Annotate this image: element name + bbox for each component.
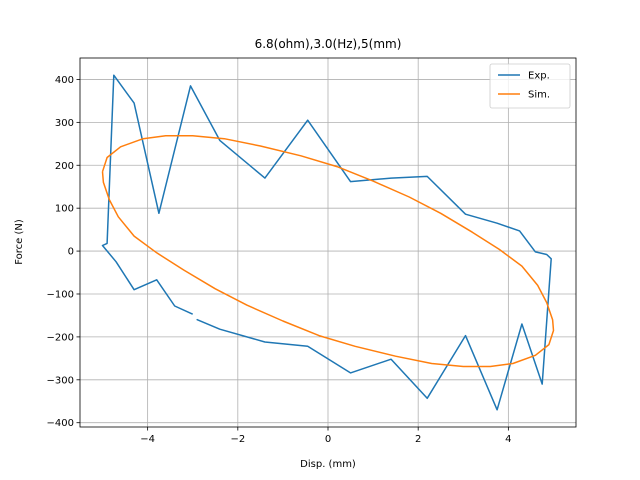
legend: Exp. Sim.	[489, 63, 571, 109]
x-tick-label: 4	[505, 434, 511, 445]
series-line-exp	[101, 74, 552, 411]
x-tick-label: −4	[140, 434, 155, 445]
y-tick-label: −300	[47, 375, 74, 386]
y-tick-label: 200	[55, 161, 74, 172]
y-tick-label: −400	[47, 418, 74, 429]
y-tick-label: 400	[55, 75, 74, 86]
x-axis-label: Disp. (mm)	[300, 459, 356, 470]
y-tick-label: −200	[47, 332, 74, 343]
y-axis-label: Force (N)	[14, 219, 25, 265]
y-tick-label: 100	[55, 204, 74, 215]
plot-area: −4 −2 0 2 4 −400 −300 −200 −100 0 100 200 300 400	[47, 57, 577, 445]
y-tick-label: −100	[47, 289, 74, 300]
series-line-sim	[101, 134, 555, 368]
x-tick-label: 2	[415, 434, 421, 445]
y-tick-label: 0	[68, 247, 74, 258]
chart-title: 6.8(ohm),3.0(Hz),5(mm)	[255, 37, 402, 51]
x-tick-label: −2	[230, 434, 245, 445]
legend-label: Sim.	[528, 90, 550, 101]
legend-label: Exp.	[528, 71, 550, 82]
y-tick-label: 300	[55, 118, 74, 129]
x-tick-label: 0	[325, 434, 331, 445]
